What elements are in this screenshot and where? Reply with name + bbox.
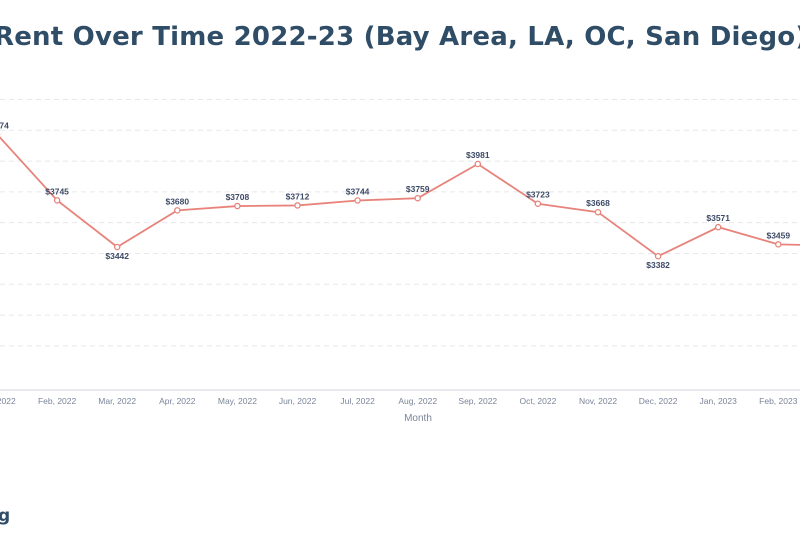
series-line xyxy=(0,136,800,258)
data-point xyxy=(354,197,361,204)
data-label: $3680 xyxy=(165,196,189,206)
data-label: $3745 xyxy=(45,186,69,196)
data-point xyxy=(534,200,542,207)
chart-title: Rent Over Time 2022-23 (Bay Area, LA, OC… xyxy=(0,22,800,52)
data-point xyxy=(174,207,181,214)
data-label: $4174 xyxy=(0,120,9,130)
data-label: $3712 xyxy=(286,191,310,201)
x-tick-label: Sep, 2022 xyxy=(458,396,497,406)
data-point xyxy=(714,223,722,231)
data-point xyxy=(594,208,602,216)
x-tick-label: Jun, 2022 xyxy=(279,396,317,406)
data-point xyxy=(654,252,662,260)
footer-text: g xyxy=(0,506,11,526)
data-label: $3708 xyxy=(226,192,250,202)
data-label: $3668 xyxy=(586,198,610,208)
x-tick-label: Feb, 2022 xyxy=(38,396,77,406)
x-tick-label: May, 2022 xyxy=(218,396,257,406)
x-tick-label: Dec, 2022 xyxy=(639,396,678,406)
data-label: $3981 xyxy=(466,150,490,160)
data-label: $3759 xyxy=(406,184,430,194)
data-label: $3459 xyxy=(766,230,790,240)
data-label: $3442 xyxy=(105,251,129,261)
data-point xyxy=(775,241,782,248)
x-tick-label: Jan, 2023 xyxy=(700,396,738,406)
x-tick-label: Aug, 2022 xyxy=(398,396,437,406)
data-point xyxy=(53,197,61,204)
x-tick-label: Jan, 2022 xyxy=(0,396,16,406)
data-point xyxy=(234,202,241,210)
data-point xyxy=(474,160,482,168)
x-tick-label: Jul, 2022 xyxy=(340,396,375,406)
data-point xyxy=(414,194,421,202)
data-label: $3571 xyxy=(706,213,730,223)
data-label: $3382 xyxy=(646,260,670,270)
x-axis-label: Month xyxy=(404,413,432,424)
x-tick-label: Feb, 2023 xyxy=(759,396,798,406)
x-tick-label: Oct, 2022 xyxy=(519,396,556,406)
data-point xyxy=(113,243,121,251)
data-point xyxy=(294,202,301,209)
data-label: $3723 xyxy=(526,190,550,200)
x-tick-label: Apr, 2022 xyxy=(159,396,196,406)
data-label: $3744 xyxy=(346,186,370,196)
x-tick-label: Mar, 2022 xyxy=(98,396,136,406)
x-tick-label: Nov, 2022 xyxy=(579,396,617,406)
